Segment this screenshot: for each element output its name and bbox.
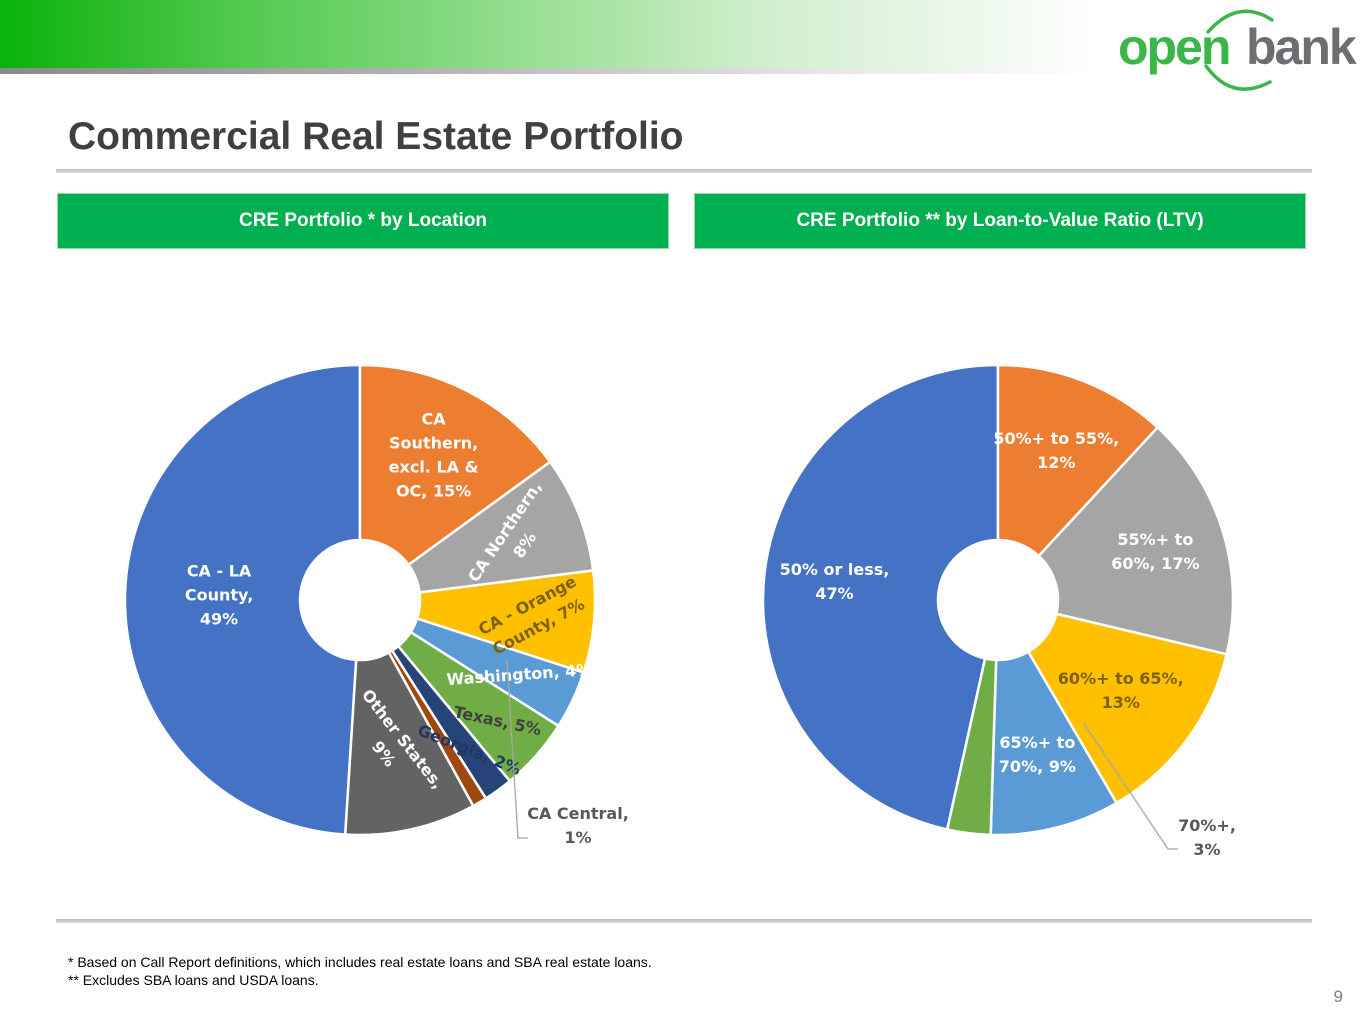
page-title: Commercial Real Estate Portfolio [68,115,684,158]
pie-charts: CA - LA County, 49% CA Southern, excl. LA & OC… [123,363,1236,859]
data-label-55-to-60: 55%+ to 60%, 17% [1111,530,1199,573]
footnote-1: * Based on Call Report definitions, whic… [68,954,652,970]
pie-slice-ca-southern-excl-la-oc [358,363,552,567]
data-label-ca-la-county: CA - LA County, 49% [185,562,253,629]
data-label-65-to-70: 65%+ to 70%, 9% [999,733,1076,776]
openbank-logo: open bank [1118,9,1359,91]
footer-divider [56,919,1312,923]
pie-slice-50-to-55 [996,363,1160,558]
pie-slice-other-states [343,650,475,837]
ltv-pie-chart: 50% or less, 47% 50%+ to 55%, 12% 55%+ to 60%… [761,363,1236,859]
pie-slice-60-to-65 [1026,612,1229,805]
data-label-ca-central: CA Central, 1% [527,804,629,847]
logo-text-open: open [1118,19,1229,75]
data-label-50-or-less: 50% or less, 47% [780,560,890,603]
data-label-ca-southern-excl-la-oc: CA Southern, excl. LA & OC, 15% [389,410,479,501]
footnote-2: ** Excludes SBA loans and USDA loans. [68,972,319,988]
logo-text-bank: bank [1246,19,1357,75]
title-divider [56,169,1312,173]
pie-slice-55-to-60 [1036,425,1235,656]
page-number: 9 [1333,987,1343,1006]
leader-line-ca-central [506,659,528,839]
data-label-50-to-55: 50%+ to 55%, 12% [993,429,1119,472]
logo-swoosh-bottom [1204,64,1272,91]
data-label-70: 70%+, 3% [1178,816,1236,859]
location-panel-header: CRE Portfolio * by Location [57,193,669,249]
data-label-60-to-65: 60%+ to 65%, 13% [1058,669,1184,712]
pie-slice-ca-orange-county [415,569,597,675]
location-pie-chart: CA - LA County, 49% CA Southern, excl. LA & OC… [123,363,629,847]
logo-swoosh-top [1206,9,1274,34]
header-gradient-shadow [0,68,1100,74]
header-gradient-band [0,0,1100,68]
ltv-panel-header: CRE Portfolio ** by Loan-to-Value Ratio … [694,193,1306,249]
pie-slice-65-to-70 [989,650,1119,837]
pie-slice-50-or-less [761,363,1000,831]
pie-slice-ca-northern [406,460,595,594]
leader-line-70 [1082,721,1178,850]
footnotes: * Based on Call Report definitions, whic… [68,953,652,989]
pie-slice-70 [945,657,998,837]
pie-slice-ca-la-county [123,363,362,836]
